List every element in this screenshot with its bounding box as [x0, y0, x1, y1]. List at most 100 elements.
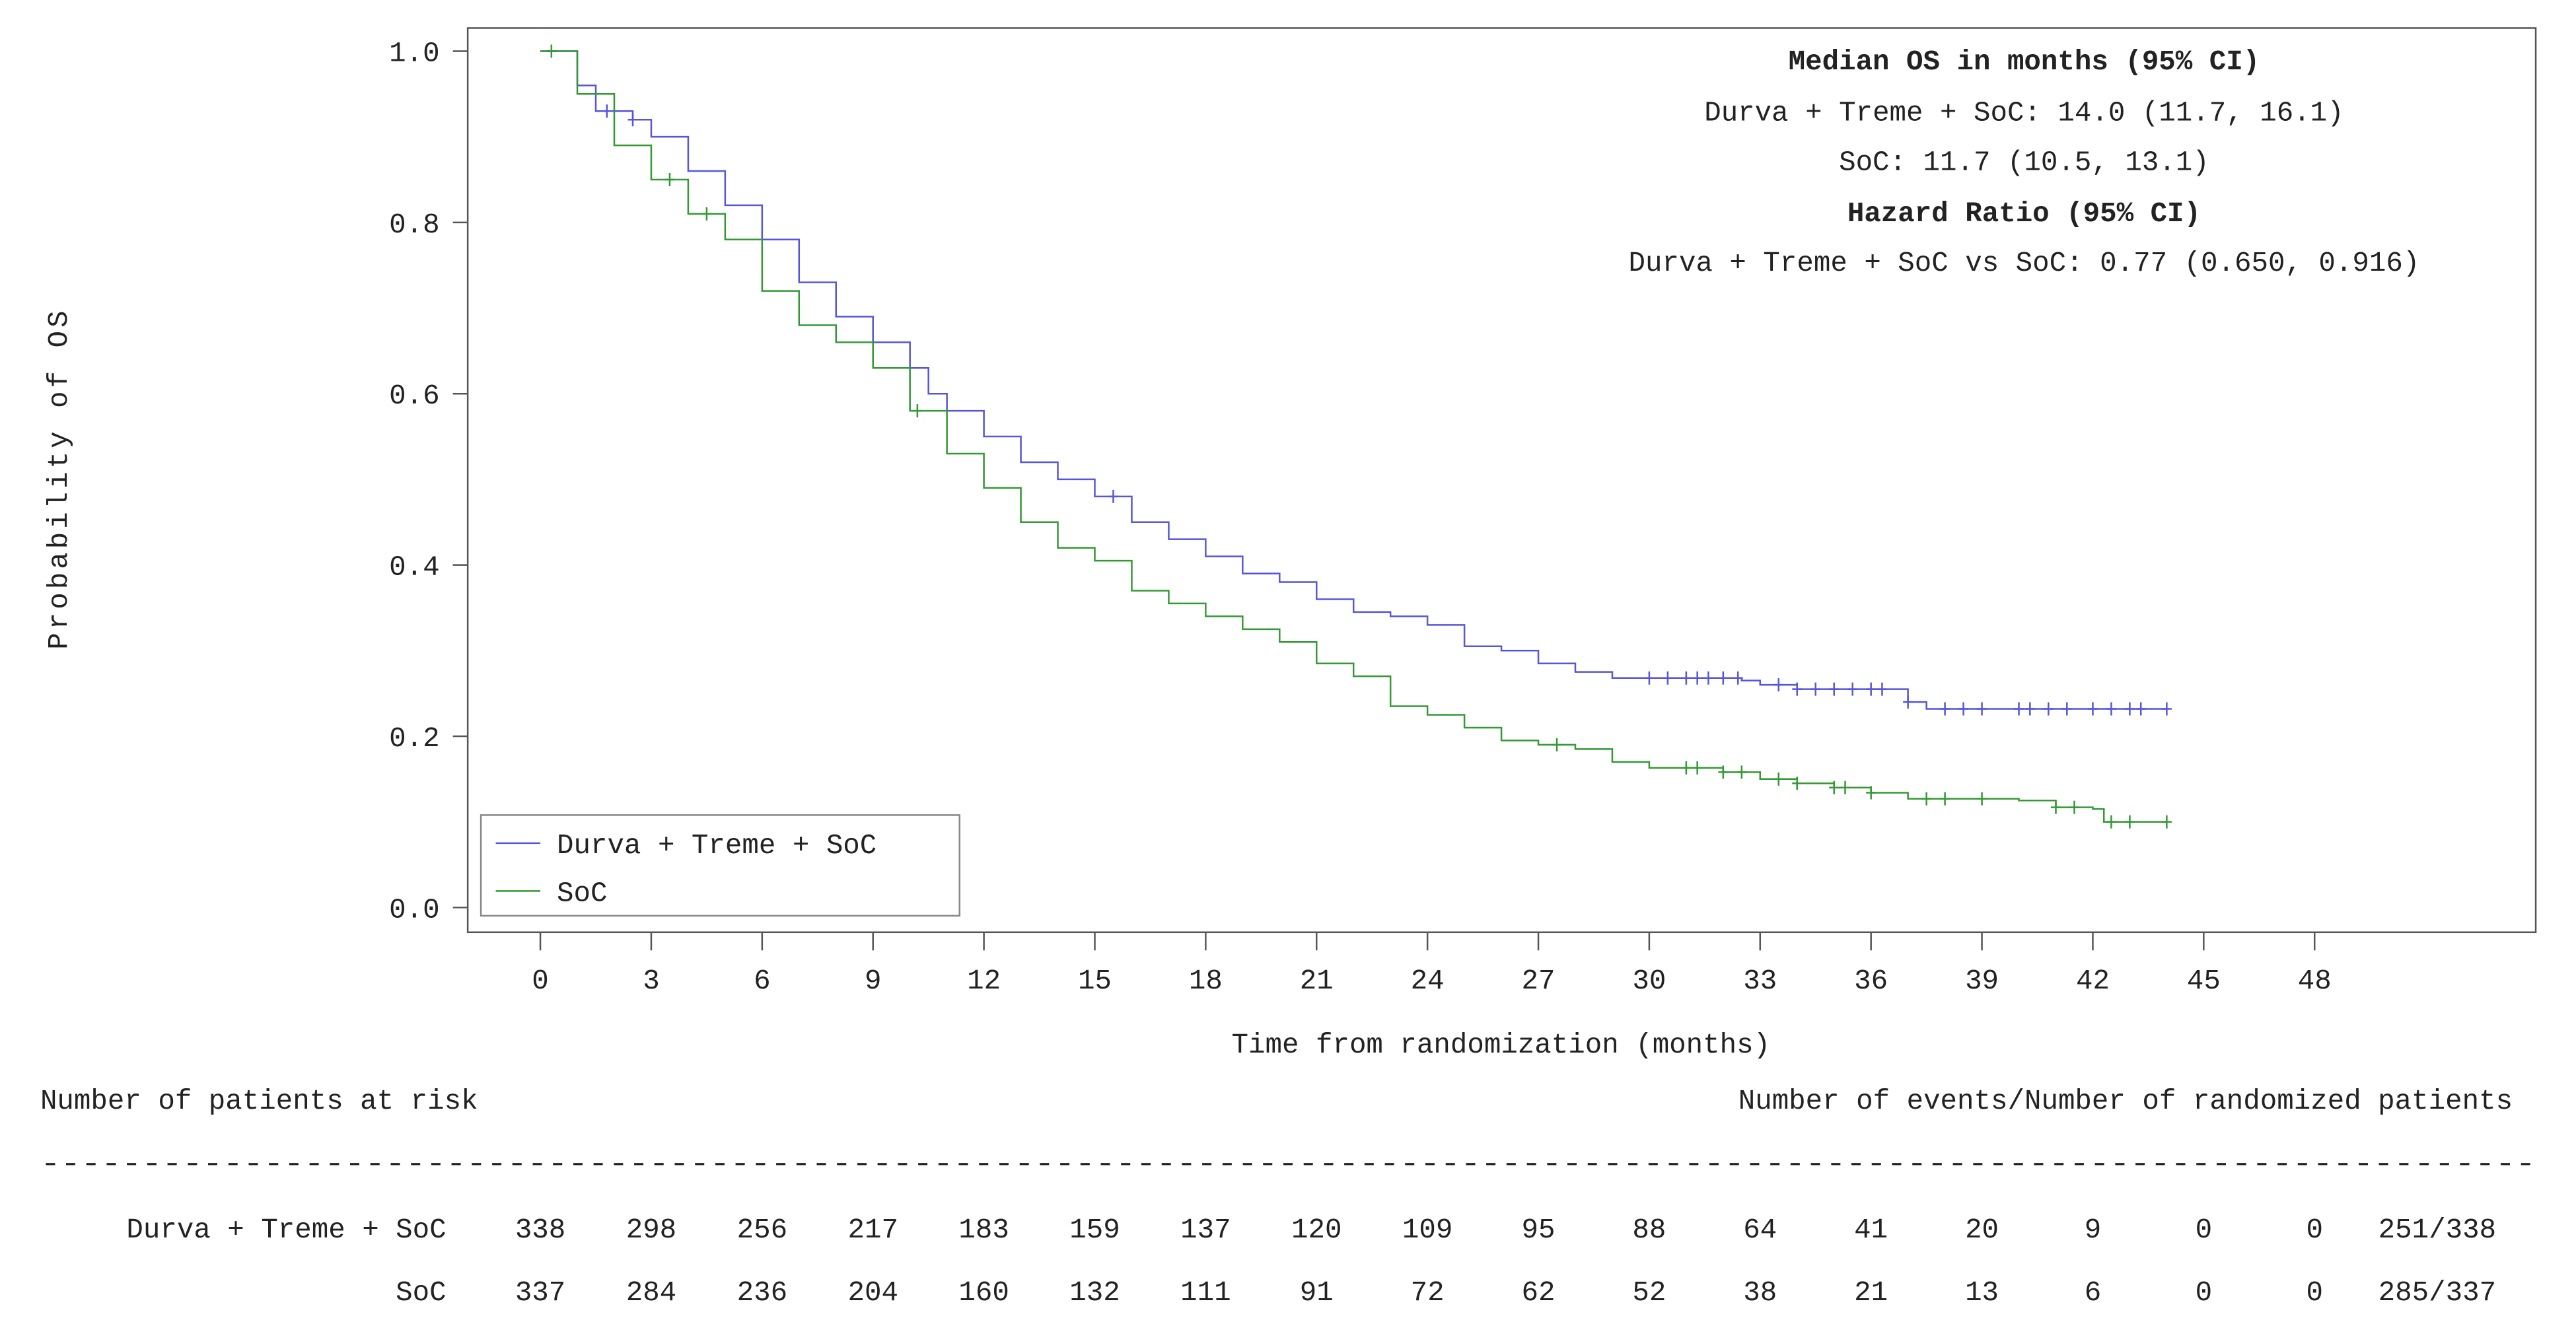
km-curve-durva: [540, 50, 2167, 710]
x-tick-label: 21: [1300, 965, 1334, 997]
x-tick-label: 3: [643, 965, 660, 997]
censor-mark: [2061, 702, 2072, 716]
censor-mark: [1681, 671, 1692, 685]
risk-count: 137: [1180, 1214, 1231, 1246]
censor-mark: [912, 404, 923, 418]
x-tick-label: 15: [1078, 965, 1112, 997]
risk-count: 337: [515, 1277, 565, 1309]
y-tick-label: 0.8: [389, 209, 439, 241]
y-tick-label: 0.4: [389, 552, 439, 584]
censor-mark: [1840, 781, 1850, 794]
censor-mark: [1692, 671, 1703, 685]
censor-mark: [2069, 800, 2079, 814]
risk-table: 338 298 256 217 183 159 137 120 109 95 88 64 41 20 9 0 0…: [515, 1214, 2496, 1309]
censor-mark: [1792, 682, 1803, 696]
censor-mark: [664, 172, 675, 186]
censor-mark: [627, 113, 638, 127]
x-tick-label: 18: [1189, 965, 1223, 997]
median-title: Median OS in months (95% CI): [1789, 46, 2260, 78]
censor-mark: [1977, 792, 1987, 806]
x-tick-label: 6: [754, 965, 771, 997]
risk-count: 132: [1069, 1277, 1120, 1309]
censor-mark: [2024, 702, 2035, 716]
y-axis-label: Probability of OS: [44, 308, 75, 650]
risk-row-label-durva: Durva + Treme + SoC: [126, 1214, 446, 1246]
risk-count: 95: [1522, 1214, 1556, 1246]
risk-count: 64: [1743, 1214, 1777, 1246]
x-tick-label: 48: [2298, 965, 2332, 997]
censor-mark: [1736, 765, 1747, 779]
risk-count: 21: [1854, 1277, 1888, 1309]
plot-frame: [466, 27, 2537, 934]
legend-frame: [480, 814, 960, 917]
risk-count: 6: [2085, 1277, 2102, 1309]
median-arm2: SoC: 11.7 (10.5, 13.1): [1839, 147, 2209, 178]
censor-mark: [1940, 792, 1950, 806]
censor-mark: [1866, 682, 1877, 696]
censor-mark: [2124, 702, 2135, 716]
risk-table-title: Number of patients at risk: [40, 1086, 478, 1117]
risk-count: 0: [2306, 1277, 2323, 1309]
censor-mark: [1681, 761, 1692, 775]
x-tick-label: 45: [2187, 965, 2221, 997]
censor-mark: [1718, 765, 1729, 779]
censor-mark: [1644, 671, 1655, 685]
risk-table-events-title: Number of events/Number of randomized pa…: [1738, 1086, 2513, 1117]
x-tick-label: 0: [532, 965, 549, 997]
censor-mark: [1792, 777, 1803, 790]
risk-count: 41: [1854, 1214, 1888, 1246]
risk-count: 88: [1632, 1214, 1666, 1246]
censor-mark: [1921, 792, 1932, 806]
risk-count: 0: [2306, 1214, 2323, 1246]
censor-mark: [2161, 815, 2172, 829]
risk-count: 13: [1965, 1277, 1999, 1309]
censor-mark: [602, 104, 612, 118]
risk-count: 160: [958, 1277, 1009, 1309]
legend-label-durva: Durva + Treme + SoC: [557, 830, 877, 862]
censor-mark: [1718, 671, 1729, 685]
risk-count: 183: [958, 1214, 1009, 1246]
risk-count: 0: [2196, 1277, 2213, 1309]
censor-mark: [1108, 489, 1118, 503]
risk-count: 72: [1411, 1277, 1445, 1309]
y-tick-label: 1.0: [389, 38, 439, 69]
risk-count: 62: [1522, 1277, 1556, 1309]
censor-mark: [2161, 702, 2172, 716]
risk-events: 285/337: [2379, 1277, 2496, 1309]
censor-mark: [2050, 800, 2061, 814]
risk-count: 217: [847, 1214, 898, 1246]
censor-mark: [1847, 682, 1858, 696]
risk-count: 20: [1965, 1214, 1999, 1246]
risk-row-label-soc: SoC: [396, 1277, 446, 1309]
risk-count: 256: [737, 1214, 787, 1246]
censor-mark: [2014, 702, 2024, 716]
censor-mark: [1866, 786, 1877, 800]
x-tick-label: 36: [1854, 965, 1888, 997]
censor-mark: [2043, 702, 2054, 716]
y-tick-label: 0.2: [389, 723, 439, 755]
censor-mark: [1958, 702, 1969, 716]
censor-mark: [1903, 695, 1914, 709]
censor-mark: [1733, 671, 1743, 685]
risk-count: 338: [515, 1214, 565, 1246]
censor-mark: [2087, 702, 2098, 716]
x-axis: 0 3 6 9 12 15 18 21 24 27 30 33 36 39 42 45 48: [532, 932, 2332, 997]
risk-count: 236: [737, 1277, 787, 1309]
x-tick-label: 12: [967, 965, 1001, 997]
risk-count: 298: [626, 1214, 676, 1246]
risk-count: 284: [626, 1277, 676, 1309]
risk-table-separator: ----------------------------------------…: [40, 1148, 2536, 1180]
risk-count: 9: [2085, 1214, 2102, 1246]
censor-mark: [1773, 678, 1784, 692]
censor-mark: [1940, 702, 1950, 716]
censor-mark: [2135, 702, 2146, 716]
curves: [540, 44, 2172, 829]
risk-count: 111: [1180, 1277, 1231, 1309]
annotation-box: Median OS in months (95% CI) Durva + Tre…: [1629, 46, 2420, 279]
legend: Durva + Treme + SoC SoC: [480, 814, 960, 917]
censor-mark: [701, 207, 712, 221]
censor-mark: [2106, 815, 2116, 829]
hr-title: Hazard Ratio (95% CI): [1847, 198, 2201, 230]
censor-mark: [2124, 815, 2135, 829]
